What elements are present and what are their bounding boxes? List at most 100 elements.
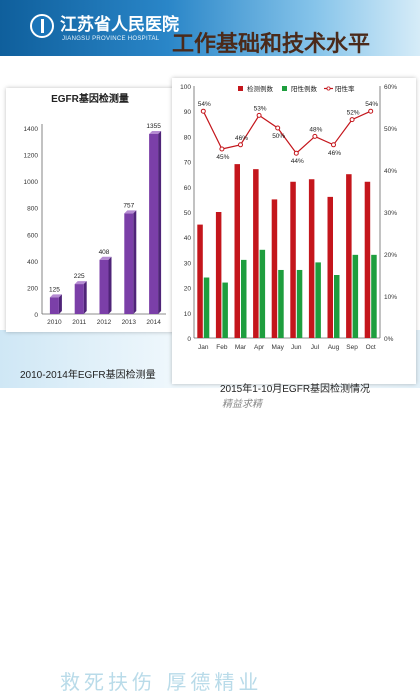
rate-label: 48% bbox=[309, 126, 322, 133]
rate-label: 46% bbox=[235, 135, 248, 142]
bar-top-face bbox=[99, 256, 112, 260]
rate-point bbox=[368, 108, 374, 114]
chart-title: EGFR基因检测量 bbox=[51, 92, 129, 105]
bar bbox=[74, 284, 84, 314]
bar-side-face bbox=[133, 210, 137, 314]
bar-tested bbox=[327, 196, 333, 338]
data-label: 757 bbox=[123, 202, 134, 209]
x-tick-label: Mar bbox=[235, 344, 247, 351]
bar-side-face bbox=[108, 256, 112, 314]
rate-line bbox=[202, 110, 371, 155]
rate-point bbox=[293, 150, 299, 156]
rate-label: 54% bbox=[365, 101, 378, 108]
bar-tested bbox=[364, 181, 371, 338]
calligraphy-decoration: 救死扶伤 厚德精业 bbox=[60, 670, 263, 694]
y-tick-label: 200 bbox=[27, 285, 38, 292]
bar-tested bbox=[234, 164, 240, 338]
x-tick-label: 2014 bbox=[146, 319, 161, 326]
y2-tick-label: 40% bbox=[384, 168, 397, 175]
y2-tick-label: 0% bbox=[384, 336, 394, 343]
rate-point bbox=[219, 146, 225, 152]
y-tick-label: 0 bbox=[187, 336, 191, 343]
hospital-name-en: JIANGSU PROVINCE HOSPITAL bbox=[62, 36, 160, 42]
bar bbox=[99, 259, 109, 314]
right-chart-caption: 2015年1-10月EGFR基因检测情况 bbox=[220, 384, 371, 395]
x-tick-label: Oct bbox=[366, 344, 376, 351]
right-chart: 0 10 20 30 40 50 60 70 80 90 100 0% 10% 20% 30% 40% 50% 6… bbox=[180, 84, 397, 351]
y-tick-label: 0 bbox=[34, 312, 38, 319]
x-tick-label: Jun bbox=[291, 344, 302, 351]
rate-label: 50% bbox=[272, 133, 285, 140]
rate-point bbox=[275, 125, 281, 131]
x-tick-label: Jul bbox=[311, 344, 320, 351]
y2-tick-label: 20% bbox=[384, 252, 397, 259]
legend-label: 检测例数 bbox=[247, 84, 274, 93]
legend-swatch bbox=[238, 86, 243, 91]
y-tick-label: 90 bbox=[184, 109, 192, 116]
right-chart-panel: 0 10 20 30 40 50 60 70 80 90 100 0% 10% 20% 30% 40% 50% 6… bbox=[172, 78, 416, 384]
x-tick-label: Feb bbox=[216, 344, 228, 351]
x-tick-label: Aug bbox=[328, 344, 340, 351]
bar-positive bbox=[259, 249, 266, 338]
y-tick-label: 10 bbox=[184, 311, 192, 318]
x-tick-label: Jan bbox=[198, 344, 209, 351]
bar-side-face bbox=[58, 294, 62, 314]
bar-top-face bbox=[149, 130, 162, 134]
rate-point bbox=[331, 142, 336, 148]
y2-tick-label: 30% bbox=[384, 210, 397, 217]
header-banner: 江苏省人民医院 JIANGSU PROVINCE HOSPITAL 工作基础和技… bbox=[0, 0, 420, 56]
data-label: 408 bbox=[99, 249, 110, 256]
bar-top-face bbox=[49, 294, 62, 298]
y2-tick-label: 50% bbox=[384, 126, 397, 133]
y-tick-label: 600 bbox=[27, 232, 38, 239]
x-tick-label: Apr bbox=[254, 344, 265, 351]
bar-positive bbox=[241, 259, 247, 338]
legend-label: 阳性率 bbox=[335, 84, 355, 93]
bar-top-face bbox=[74, 281, 87, 285]
bar bbox=[124, 213, 134, 314]
bar-positive bbox=[203, 277, 210, 338]
bar-positive bbox=[352, 254, 359, 338]
page-title: 工作基础和技术水平 bbox=[172, 31, 371, 56]
rate-label: 53% bbox=[254, 105, 267, 112]
bar-side-face bbox=[83, 281, 87, 314]
bar bbox=[149, 133, 159, 314]
rate-label: 46% bbox=[328, 150, 341, 157]
hospital-logo-icon bbox=[30, 14, 54, 38]
watermark: 精益求精 bbox=[222, 399, 262, 410]
left-chart: EGFR基因检测量 0 200 400 600 800 1000 1200 1400 125 201… bbox=[24, 92, 166, 326]
bar-tested bbox=[346, 174, 352, 338]
y-tick-label: 50 bbox=[184, 210, 192, 217]
y-tick-label: 1000 bbox=[24, 179, 39, 186]
x-tick-label: 2011 bbox=[72, 319, 86, 326]
data-label: 225 bbox=[74, 273, 85, 280]
rate-label: 54% bbox=[198, 101, 211, 108]
y2-tick-label: 60% bbox=[384, 84, 397, 91]
rate-point bbox=[238, 142, 243, 148]
y-tick-label: 20 bbox=[184, 286, 192, 293]
bar-tested bbox=[271, 199, 278, 338]
hospital-name: 江苏省人民医院 bbox=[60, 15, 179, 34]
bar-top-face bbox=[124, 210, 137, 214]
bar-tested bbox=[197, 224, 203, 338]
x-tick-label: May bbox=[272, 344, 285, 351]
x-tick-label: 2010 bbox=[47, 319, 62, 326]
x-tick-label: 2012 bbox=[97, 319, 112, 326]
legend-swatch bbox=[282, 86, 287, 91]
legend-marker bbox=[326, 86, 331, 91]
y-tick-label: 30 bbox=[184, 260, 192, 267]
bar bbox=[49, 297, 59, 314]
x-tick-label: Sep bbox=[346, 344, 358, 351]
y-tick-label: 60 bbox=[184, 185, 192, 192]
left-chart-caption: 2010-2014年EGFR基因检测量 bbox=[20, 370, 156, 381]
bar-positive bbox=[278, 269, 284, 338]
bar-side-face bbox=[158, 130, 162, 314]
bar-positive bbox=[334, 275, 340, 338]
bar-positive bbox=[371, 254, 377, 338]
data-label: 1355 bbox=[146, 123, 161, 130]
y2-tick-label: 10% bbox=[384, 294, 397, 301]
bar-tested bbox=[308, 179, 315, 338]
left-chart-panel: EGFR基因检测量 0 200 400 600 800 1000 1200 1400 125 201… bbox=[6, 88, 174, 332]
bar-positive bbox=[315, 262, 321, 338]
data-label: 125 bbox=[49, 286, 60, 293]
